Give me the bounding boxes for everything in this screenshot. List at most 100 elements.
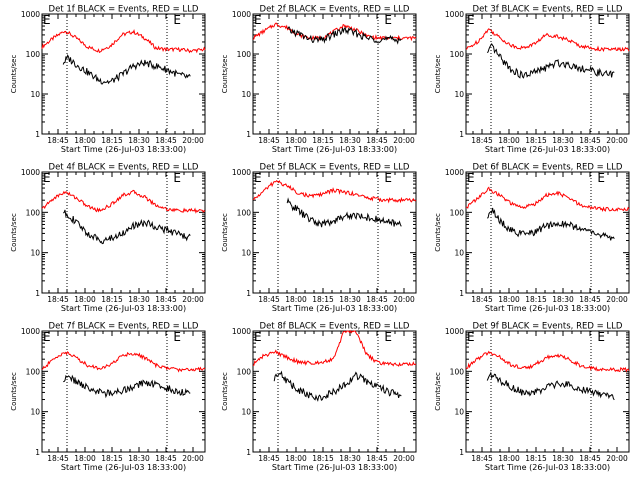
panel-title: Det 5f BLACK = Events, RED = LLD bbox=[260, 163, 410, 173]
y-axis-label: Counts/sec bbox=[10, 213, 18, 252]
x-tick-label: 18:00 bbox=[74, 454, 96, 463]
x-axis-label: Start Time (26-Jul-03 18:33:00) bbox=[485, 145, 610, 154]
series-black-line bbox=[486, 42, 615, 79]
plot-frame bbox=[465, 330, 630, 453]
x-tick-label: 20:00 bbox=[606, 454, 628, 463]
x-tick-label: 18:45 bbox=[366, 136, 388, 145]
event-marker: E bbox=[384, 13, 392, 27]
event-marker: E bbox=[384, 330, 392, 344]
event-marker: E bbox=[173, 171, 181, 185]
panel-title: Det 4f BLACK = Events, RED = LLD bbox=[49, 163, 199, 173]
plot-frame bbox=[41, 330, 206, 453]
x-tick-label: 20:00 bbox=[182, 136, 204, 145]
x-axis-label: Start Time (26-Jul-03 18:33:00) bbox=[272, 463, 397, 472]
y-axis-label: Counts/sec bbox=[10, 55, 18, 94]
series-red-line bbox=[252, 330, 417, 367]
x-tick-label: 18:30 bbox=[552, 295, 574, 304]
series-black-line bbox=[62, 53, 191, 85]
event-marker: E bbox=[597, 330, 605, 344]
x-tick-label: 18:00 bbox=[498, 454, 520, 463]
panel-title: Det 7f BLACK = Events, RED = LLD bbox=[49, 322, 199, 332]
x-tick-label: 18:00 bbox=[285, 454, 307, 463]
y-tick-label: 1 bbox=[459, 130, 464, 139]
panel-title: Det 9f BLACK = Events, RED = LLD bbox=[473, 322, 623, 332]
y-tick-label: 100 bbox=[26, 367, 41, 376]
x-axis-label: Start Time (26-Jul-03 18:33:00) bbox=[61, 304, 186, 313]
x-tick-label: 18:45 bbox=[155, 295, 177, 304]
x-tick-label: 18:30 bbox=[339, 454, 361, 463]
series-black-line bbox=[286, 197, 402, 228]
x-tick-label: 18:45 bbox=[258, 454, 280, 463]
y-tick-label: 10 bbox=[30, 408, 40, 417]
x-tick-label: 18:30 bbox=[128, 454, 150, 463]
x-tick-label: 18:45 bbox=[471, 454, 493, 463]
y-tick-label: 100 bbox=[26, 208, 41, 217]
y-tick-label: 10 bbox=[241, 249, 251, 258]
x-tick-label: 18:45 bbox=[155, 454, 177, 463]
plot-frame bbox=[252, 330, 417, 453]
x-tick-label: 18:00 bbox=[285, 295, 307, 304]
plot-frame bbox=[252, 13, 417, 135]
x-tick-label: 18:45 bbox=[47, 454, 69, 463]
x-tick-label: 18:45 bbox=[579, 136, 601, 145]
x-axis-label: Start Time (26-Jul-03 18:33:00) bbox=[485, 304, 610, 313]
series-black-line bbox=[486, 207, 615, 241]
plot-frame bbox=[252, 171, 417, 294]
series-red-line bbox=[252, 179, 417, 204]
y-tick-label: 1000 bbox=[445, 10, 464, 19]
x-tick-label: 18:30 bbox=[128, 136, 150, 145]
panel-1: Det 1f BLACK = Events, RED = LLD 1 10 100 10… bbox=[10, 5, 206, 154]
event-marker: E bbox=[254, 13, 262, 27]
panel-5: Det 5f BLACK = Events, RED = LLD 1 10 100 10… bbox=[221, 163, 417, 313]
x-tick-label: 18:45 bbox=[366, 295, 388, 304]
y-axis-label: Counts/sec bbox=[434, 372, 442, 411]
event-marker: E bbox=[173, 330, 181, 344]
x-tick-label: 18:45 bbox=[47, 136, 69, 145]
x-tick-label: 18:30 bbox=[128, 295, 150, 304]
x-tick-label: 18:15 bbox=[312, 295, 334, 304]
y-tick-label: 1 bbox=[459, 448, 464, 457]
x-axis-label: Start Time (26-Jul-03 18:33:00) bbox=[485, 463, 610, 472]
event-marker: E bbox=[597, 171, 605, 185]
x-tick-label: 18:45 bbox=[579, 295, 601, 304]
x-tick-label: 20:00 bbox=[393, 295, 415, 304]
y-tick-label: 1000 bbox=[445, 168, 464, 177]
y-axis-label: Counts/sec bbox=[221, 55, 229, 94]
x-tick-label: 18:45 bbox=[155, 136, 177, 145]
panel-8: Det 8f BLACK = Events, RED = LLD 1 10 100 10… bbox=[221, 322, 417, 472]
series-red-line bbox=[41, 29, 206, 54]
x-tick-label: 18:30 bbox=[552, 454, 574, 463]
y-tick-label: 1 bbox=[459, 289, 464, 298]
x-tick-label: 18:15 bbox=[525, 295, 547, 304]
x-tick-label: 18:15 bbox=[101, 295, 123, 304]
event-marker: E bbox=[467, 330, 475, 344]
series-black-line bbox=[63, 374, 191, 399]
y-tick-label: 10 bbox=[30, 249, 40, 258]
event-marker: E bbox=[254, 330, 262, 344]
panel-2: Det 2f BLACK = Events, RED = LLD 1 10 100 10… bbox=[221, 5, 417, 154]
y-tick-label: 1 bbox=[35, 130, 40, 139]
y-tick-label: 100 bbox=[450, 208, 465, 217]
y-axis-label: Counts/sec bbox=[10, 372, 18, 411]
y-tick-label: 100 bbox=[237, 50, 252, 59]
x-tick-label: 18:15 bbox=[312, 136, 334, 145]
y-axis-label: Counts/sec bbox=[434, 55, 442, 94]
event-marker: E bbox=[43, 330, 51, 344]
plot-frame bbox=[465, 13, 630, 135]
x-tick-label: 18:45 bbox=[579, 454, 601, 463]
y-axis-label: Counts/sec bbox=[221, 213, 229, 252]
x-axis-label: Start Time (26-Jul-03 18:33:00) bbox=[61, 463, 186, 472]
event-marker: E bbox=[43, 171, 51, 185]
y-tick-label: 1 bbox=[246, 448, 251, 457]
y-tick-label: 10 bbox=[241, 408, 251, 417]
event-marker: E bbox=[597, 13, 605, 27]
panel-title: Det 3f BLACK = Events, RED = LLD bbox=[473, 5, 623, 15]
panel-title: Det 1f BLACK = Events, RED = LLD bbox=[49, 5, 199, 15]
event-marker: E bbox=[254, 171, 262, 185]
panel-title: Det 6f BLACK = Events, RED = LLD bbox=[473, 163, 623, 173]
plot-frame bbox=[41, 171, 206, 294]
y-tick-label: 1000 bbox=[21, 10, 40, 19]
x-tick-label: 18:00 bbox=[498, 295, 520, 304]
x-axis-label: Start Time (26-Jul-03 18:33:00) bbox=[61, 145, 186, 154]
